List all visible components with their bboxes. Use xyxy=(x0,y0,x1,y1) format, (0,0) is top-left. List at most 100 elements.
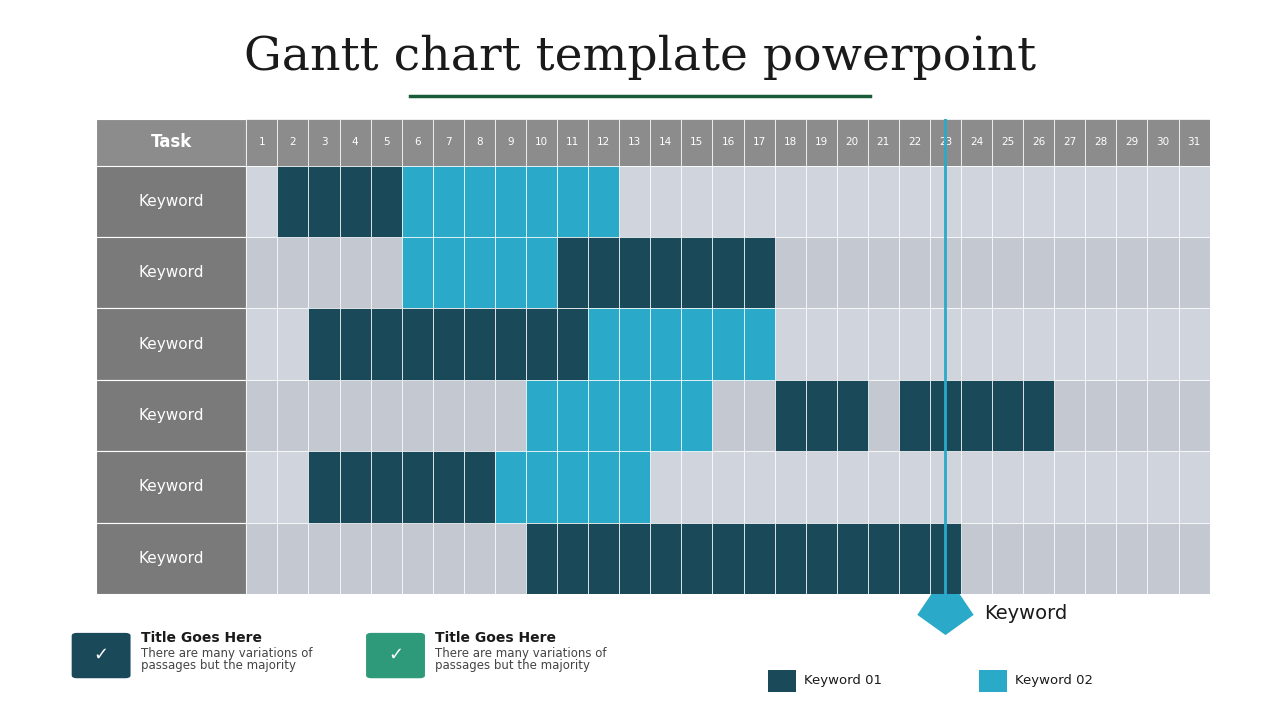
FancyBboxPatch shape xyxy=(620,380,650,451)
FancyBboxPatch shape xyxy=(713,308,744,380)
FancyBboxPatch shape xyxy=(278,166,308,237)
FancyBboxPatch shape xyxy=(557,308,588,380)
FancyBboxPatch shape xyxy=(402,308,433,380)
FancyBboxPatch shape xyxy=(744,523,774,594)
Text: 31: 31 xyxy=(1188,138,1201,147)
FancyBboxPatch shape xyxy=(526,166,557,237)
FancyBboxPatch shape xyxy=(931,119,961,166)
FancyBboxPatch shape xyxy=(557,166,588,237)
FancyBboxPatch shape xyxy=(744,119,774,166)
FancyBboxPatch shape xyxy=(1147,523,1179,594)
FancyBboxPatch shape xyxy=(992,380,1023,451)
Text: 18: 18 xyxy=(783,138,796,147)
FancyBboxPatch shape xyxy=(744,237,774,308)
FancyBboxPatch shape xyxy=(1055,523,1085,594)
FancyBboxPatch shape xyxy=(495,237,526,308)
FancyBboxPatch shape xyxy=(620,523,650,594)
FancyBboxPatch shape xyxy=(650,523,681,594)
FancyBboxPatch shape xyxy=(681,166,713,237)
FancyBboxPatch shape xyxy=(308,523,339,594)
FancyBboxPatch shape xyxy=(713,523,744,594)
FancyBboxPatch shape xyxy=(495,380,526,451)
FancyBboxPatch shape xyxy=(961,166,992,237)
FancyBboxPatch shape xyxy=(992,237,1023,308)
FancyBboxPatch shape xyxy=(1147,119,1179,166)
FancyBboxPatch shape xyxy=(557,119,588,166)
FancyBboxPatch shape xyxy=(402,451,433,523)
FancyBboxPatch shape xyxy=(837,237,868,308)
Text: 17: 17 xyxy=(753,138,765,147)
FancyBboxPatch shape xyxy=(837,451,868,523)
Text: 24: 24 xyxy=(970,138,983,147)
FancyBboxPatch shape xyxy=(526,308,557,380)
FancyBboxPatch shape xyxy=(278,237,308,308)
FancyBboxPatch shape xyxy=(1085,237,1116,308)
FancyBboxPatch shape xyxy=(278,451,308,523)
FancyBboxPatch shape xyxy=(557,523,588,594)
FancyBboxPatch shape xyxy=(774,166,805,237)
FancyBboxPatch shape xyxy=(433,166,463,237)
FancyBboxPatch shape xyxy=(620,380,650,451)
Text: Keyword: Keyword xyxy=(138,551,204,566)
Text: Task: Task xyxy=(151,133,192,151)
FancyBboxPatch shape xyxy=(588,119,620,166)
FancyBboxPatch shape xyxy=(650,166,681,237)
FancyBboxPatch shape xyxy=(1085,380,1116,451)
FancyBboxPatch shape xyxy=(805,523,837,594)
FancyBboxPatch shape xyxy=(371,237,402,308)
FancyBboxPatch shape xyxy=(463,380,495,451)
FancyBboxPatch shape xyxy=(868,237,899,308)
FancyBboxPatch shape xyxy=(961,308,992,380)
FancyBboxPatch shape xyxy=(1116,523,1147,594)
FancyBboxPatch shape xyxy=(278,523,308,594)
FancyBboxPatch shape xyxy=(931,308,961,380)
Text: 8: 8 xyxy=(476,138,483,147)
FancyBboxPatch shape xyxy=(837,380,868,451)
FancyBboxPatch shape xyxy=(308,308,339,380)
FancyBboxPatch shape xyxy=(1055,380,1085,451)
FancyBboxPatch shape xyxy=(681,523,713,594)
FancyBboxPatch shape xyxy=(650,308,681,380)
FancyBboxPatch shape xyxy=(526,523,557,594)
FancyBboxPatch shape xyxy=(402,237,433,308)
FancyBboxPatch shape xyxy=(1116,451,1147,523)
FancyBboxPatch shape xyxy=(805,523,837,594)
FancyBboxPatch shape xyxy=(899,523,931,594)
FancyBboxPatch shape xyxy=(774,237,805,308)
FancyBboxPatch shape xyxy=(805,119,837,166)
FancyBboxPatch shape xyxy=(371,380,402,451)
Text: 9: 9 xyxy=(507,138,513,147)
FancyBboxPatch shape xyxy=(774,451,805,523)
Text: 11: 11 xyxy=(566,138,580,147)
FancyBboxPatch shape xyxy=(681,308,713,380)
Text: 28: 28 xyxy=(1094,138,1107,147)
FancyBboxPatch shape xyxy=(868,119,899,166)
FancyBboxPatch shape xyxy=(339,166,371,237)
FancyBboxPatch shape xyxy=(868,308,899,380)
FancyBboxPatch shape xyxy=(713,451,744,523)
FancyBboxPatch shape xyxy=(961,380,992,451)
FancyBboxPatch shape xyxy=(526,451,557,523)
FancyBboxPatch shape xyxy=(246,119,278,166)
FancyBboxPatch shape xyxy=(557,380,588,451)
FancyBboxPatch shape xyxy=(931,523,961,594)
FancyBboxPatch shape xyxy=(339,308,371,380)
Text: Keyword: Keyword xyxy=(138,408,204,423)
Text: 6: 6 xyxy=(413,138,421,147)
FancyBboxPatch shape xyxy=(96,380,246,451)
FancyBboxPatch shape xyxy=(713,308,744,380)
FancyBboxPatch shape xyxy=(588,166,620,237)
FancyBboxPatch shape xyxy=(837,166,868,237)
FancyBboxPatch shape xyxy=(557,237,588,308)
FancyBboxPatch shape xyxy=(402,523,433,594)
FancyBboxPatch shape xyxy=(899,237,931,308)
FancyBboxPatch shape xyxy=(1085,119,1116,166)
FancyBboxPatch shape xyxy=(805,380,837,451)
FancyBboxPatch shape xyxy=(899,523,931,594)
FancyBboxPatch shape xyxy=(433,523,463,594)
FancyBboxPatch shape xyxy=(837,380,868,451)
FancyBboxPatch shape xyxy=(620,451,650,523)
FancyBboxPatch shape xyxy=(308,451,339,523)
Text: Gantt chart template powerpoint: Gantt chart template powerpoint xyxy=(244,35,1036,80)
FancyBboxPatch shape xyxy=(1179,237,1210,308)
